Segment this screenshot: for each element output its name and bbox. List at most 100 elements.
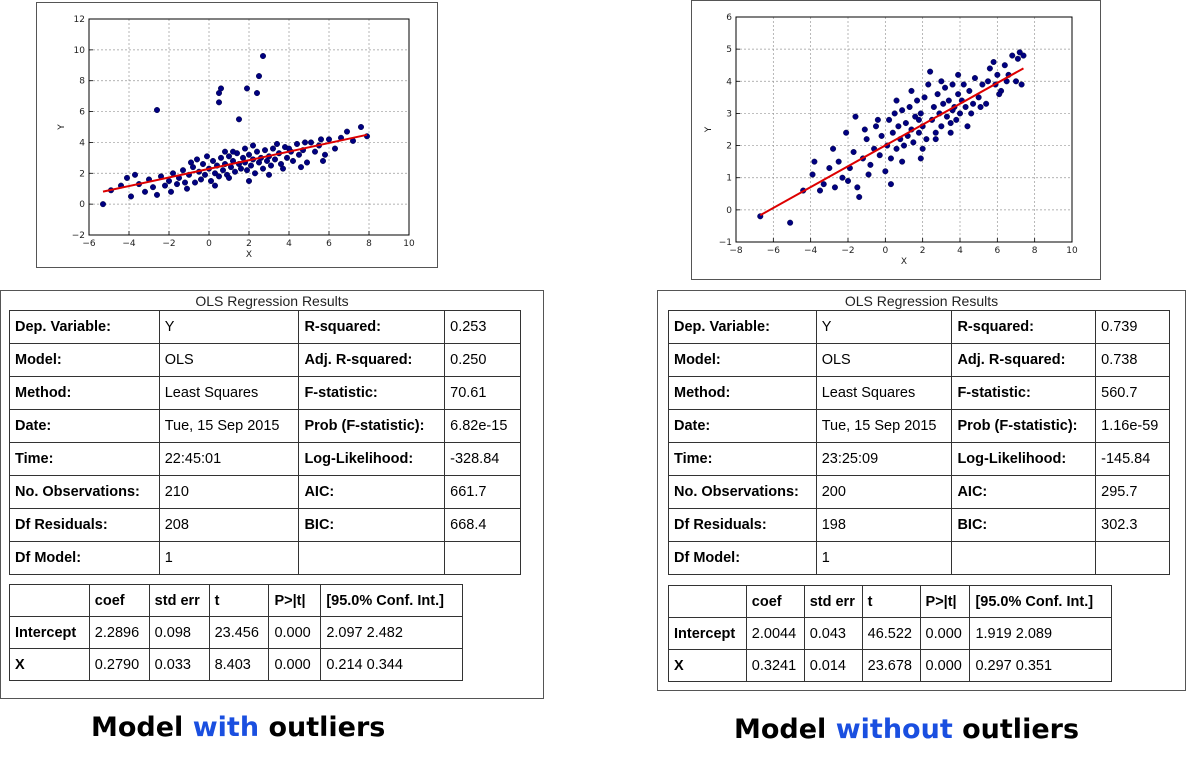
data-point	[947, 120, 954, 127]
data-point	[326, 136, 333, 143]
data-point	[308, 139, 315, 146]
data-point	[153, 191, 160, 198]
summary-key: Prob (F-statistic):	[298, 409, 446, 443]
data-point	[893, 97, 900, 104]
data-point	[251, 170, 258, 177]
summary-row: No. Observations: 200 AIC: 295.7	[668, 475, 1170, 509]
data-point	[955, 71, 962, 78]
data-point	[915, 116, 922, 123]
x-tick-label: 4	[957, 246, 963, 256]
data-point	[211, 182, 218, 189]
coef-header: t	[861, 585, 921, 618]
summary-value: 22:45:01	[158, 442, 300, 476]
data-point	[886, 116, 893, 123]
summary-value: 560.7	[1095, 376, 1170, 410]
data-point	[221, 148, 228, 155]
coef-row: Intercept 2.0044 0.043 46.522 0.000 1.919 2.0…	[668, 617, 1112, 650]
data-point	[960, 81, 967, 88]
x-tick-label: 6	[994, 246, 1000, 256]
results-caption: OLS Regression Results	[844, 293, 999, 309]
summary-key: Model:	[668, 343, 817, 377]
data-point	[975, 94, 982, 101]
data-point	[225, 174, 232, 181]
data-point	[225, 153, 232, 160]
x-tick-label: 8	[1032, 246, 1038, 256]
x-tick-label: 8	[366, 239, 372, 249]
data-point	[940, 100, 947, 107]
data-point	[850, 148, 857, 155]
summary-value: -145.84	[1095, 442, 1170, 476]
data-point	[203, 153, 210, 160]
data-point	[149, 184, 156, 191]
summary-value: Y	[815, 310, 953, 344]
data-point	[921, 94, 928, 101]
summary-value: 668.4	[444, 508, 521, 542]
x-tick-label: 0	[882, 246, 888, 256]
coef-value: 0.000	[919, 649, 971, 682]
data-point	[811, 158, 818, 165]
data-point	[908, 87, 915, 94]
data-point	[215, 173, 222, 180]
summary-key: Prob (F-statistic):	[951, 409, 1097, 443]
x-tick-label: −4	[122, 239, 136, 249]
data-point	[161, 182, 168, 189]
data-point	[863, 136, 870, 143]
data-point	[173, 181, 180, 188]
summary-row: Model: OLS Adj. R-squared: 0.250	[9, 343, 521, 377]
data-point	[179, 167, 186, 174]
data-point	[259, 53, 266, 60]
data-point	[923, 136, 930, 143]
coef-row-label: X	[9, 648, 90, 681]
coef-header: coef	[88, 584, 150, 617]
data-point	[253, 148, 260, 155]
x-tick-label: −2	[841, 246, 854, 256]
model-with-outliers-title: Model with outliers	[91, 712, 385, 743]
data-point	[1014, 55, 1021, 62]
ols-results-with-outliers: OLS Regression Results Dep. Variable: Y R-…	[0, 290, 544, 699]
data-point	[887, 181, 894, 188]
coef-header: P>|t|	[919, 585, 971, 618]
summary-value: 208	[158, 508, 300, 542]
data-point	[893, 145, 900, 152]
coef-value: 0.2790	[88, 648, 150, 681]
coef-value: 2.097 2.482	[320, 616, 463, 649]
x-tick-label: 2	[920, 246, 926, 256]
data-point	[977, 103, 984, 110]
x-tick-label: 10	[403, 239, 415, 249]
x-tick-label: −6	[82, 239, 96, 249]
summary-value: Y	[158, 310, 300, 344]
data-point	[247, 162, 254, 169]
y-axis-label: Y	[57, 124, 67, 131]
data-point	[938, 123, 945, 130]
data-point	[830, 145, 837, 152]
coef-header: [95.0% Conf. Int.]	[969, 585, 1112, 618]
data-point	[131, 171, 138, 178]
coef-header: std err	[148, 584, 210, 617]
data-point	[787, 219, 794, 226]
summary-key: No. Observations:	[668, 475, 817, 509]
coef-value: 23.456	[208, 616, 270, 649]
data-point	[985, 78, 992, 85]
data-point	[986, 65, 993, 72]
summary-key	[298, 541, 446, 575]
coef-header: t	[208, 584, 270, 617]
summary-key: Log-Likelihood:	[298, 442, 446, 476]
data-point	[925, 81, 932, 88]
data-point	[968, 110, 975, 117]
data-point	[964, 123, 971, 130]
data-point	[294, 140, 301, 147]
y-tick-label: 5	[726, 45, 732, 55]
data-point	[816, 187, 823, 194]
summary-value: 1	[158, 541, 300, 575]
data-point	[318, 136, 325, 143]
summary-value: Tue, 15 Sep 2015	[815, 409, 953, 443]
data-point	[302, 139, 309, 146]
coef-header-row: coef std err t P>|t| [95.0% Conf. Int.]	[668, 585, 1112, 618]
data-point	[312, 148, 319, 155]
data-point	[255, 73, 262, 80]
scatter-plot-without-outliers: −8 −6 −4 −2 0 2 4 6 8 10 −1 0 1 2 3 4 5 6 X Y	[691, 0, 1101, 280]
title-accent: with	[192, 712, 260, 743]
ols-results-without-outliers: OLS Regression Results Dep. Variable: Y R-…	[657, 290, 1186, 691]
coef-header: [95.0% Conf. Int.]	[320, 584, 463, 617]
y-tick-label: 6	[726, 13, 732, 23]
